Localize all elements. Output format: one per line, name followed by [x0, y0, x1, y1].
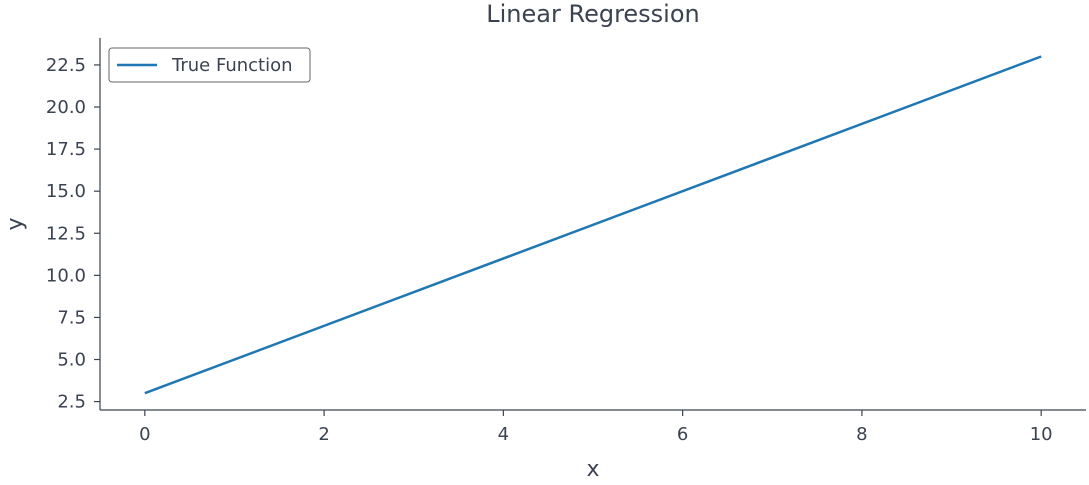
series-line-true-function — [144, 55, 1042, 395]
ticks: 0 2 4 6 8 10 2.5 5.0 7.5 10.0 12.5 15.0 17.5 20.0 22.5 — [46, 55, 1053, 445]
y-tick-label: 7.5 — [57, 307, 86, 328]
x-axis-label: x — [586, 457, 599, 482]
series-layer — [144, 55, 1042, 395]
y-tick-label: 17.5 — [46, 139, 86, 160]
y-tick-label: 22.5 — [46, 55, 86, 76]
chart-title: Linear Regression — [486, 0, 700, 28]
x-tick-label: 0 — [139, 424, 150, 445]
x-tick-label: 8 — [856, 424, 867, 445]
y-tick-label: 15.0 — [46, 181, 86, 202]
y-tick-label: 12.5 — [46, 223, 86, 244]
y-tick-label: 20.0 — [46, 97, 86, 118]
y-tick-label: 10.0 — [46, 265, 86, 286]
legend: True Function — [108, 47, 311, 83]
axes — [99, 38, 1086, 411]
legend-box — [108, 47, 311, 83]
x-tick-label: 2 — [318, 424, 329, 445]
y-tick-label: 5.0 — [57, 350, 86, 371]
y-axis-label: y — [3, 217, 28, 230]
legend-label: True Function — [171, 55, 293, 76]
x-tick-label: 10 — [1030, 424, 1053, 445]
x-tick-label: 6 — [677, 424, 688, 445]
y-tick-label: 2.5 — [57, 392, 86, 413]
x-tick-label: 4 — [498, 424, 509, 445]
